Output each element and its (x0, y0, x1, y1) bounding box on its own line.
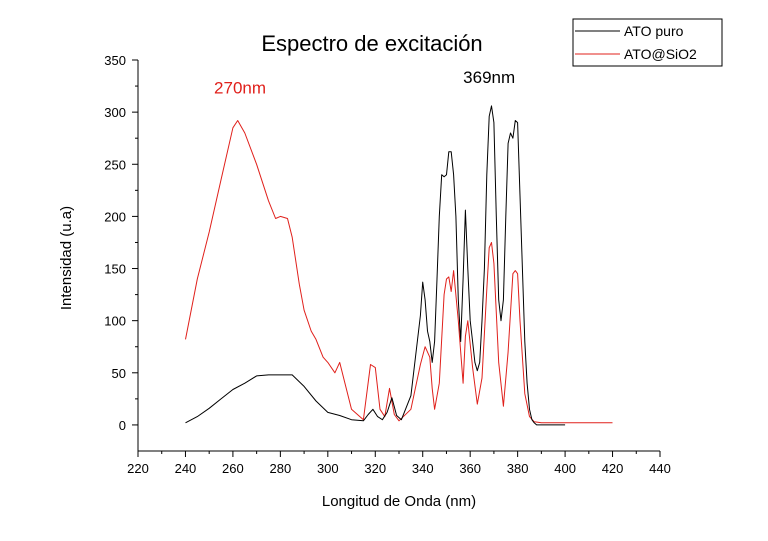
legend-label-ato-sio2: ATO@SiO2 (624, 46, 697, 62)
x-tick-label: 300 (317, 461, 339, 476)
series-line-ato-puro (185, 105, 566, 426)
peak-annotation: 270nm (214, 78, 266, 97)
y-axis-title: Intensidad (u.a) (58, 206, 75, 310)
y-tick-label: 0 (119, 418, 126, 433)
x-axis-ticks: 220 240 260 280 300 320 340 360 380 400 420 440 (127, 451, 671, 476)
data-series (185, 105, 613, 426)
x-tick-label: 260 (222, 461, 244, 476)
x-axis-title: Longitud de Onda (nm) (322, 493, 476, 510)
legend-box (572, 18, 723, 67)
x-tick-label: 280 (270, 461, 292, 476)
x-tick-label: 360 (459, 461, 481, 476)
y-tick-label: 150 (104, 262, 126, 277)
series-line-ato-sio2 (185, 120, 613, 424)
x-tick-label: 440 (649, 461, 671, 476)
legend-label-ato-puro: ATO puro (624, 23, 684, 39)
x-tick-label: 220 (127, 461, 149, 476)
y-tick-label: 200 (104, 209, 126, 224)
y-tick-label: 300 (104, 105, 126, 120)
axes (137, 60, 660, 452)
x-tick-label: 320 (364, 461, 386, 476)
y-tick-label: 350 (104, 53, 126, 68)
x-tick-label: 380 (507, 461, 529, 476)
y-axis-ticks: 0 50 100 150 200 250 300 350 (104, 53, 138, 433)
y-tick-label: 250 (104, 157, 126, 172)
y-tick-label: 100 (104, 314, 126, 329)
y-tick-label: 50 (112, 366, 126, 381)
x-tick-label: 420 (602, 461, 624, 476)
legend: ATO puro ATO@SiO2 (572, 18, 723, 67)
peak-annotation: 369nm (463, 68, 515, 87)
x-tick-label: 400 (554, 461, 576, 476)
x-tick-label: 240 (175, 461, 197, 476)
annotations: 270nm 369nm (214, 68, 515, 97)
chart-title: Espectro de excitación (261, 31, 482, 56)
x-tick-label: 340 (412, 461, 434, 476)
